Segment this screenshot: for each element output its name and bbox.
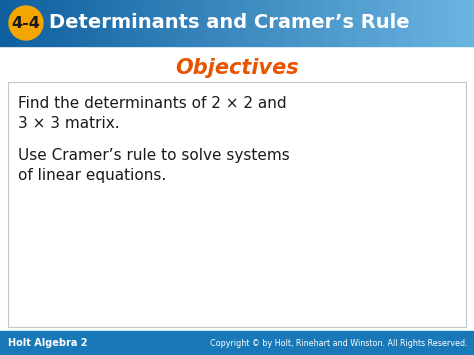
Bar (435, 0, 442, 46)
Text: Determinants and Cramer’s Rule: Determinants and Cramer’s Rule (49, 13, 410, 33)
Bar (0, 331, 474, 355)
Bar (403, 0, 411, 46)
Text: 3 × 3 matrix.: 3 × 3 matrix. (18, 116, 119, 131)
Bar (395, 0, 403, 46)
Bar (0, 46, 474, 331)
Bar (284, 0, 292, 46)
Bar (55, 0, 63, 46)
Bar (245, 0, 253, 46)
Text: Use Cramer’s rule to solve systems: Use Cramer’s rule to solve systems (18, 148, 290, 163)
Bar (450, 0, 458, 46)
Bar (411, 0, 419, 46)
Bar (276, 0, 284, 46)
Circle shape (9, 6, 43, 40)
Bar (427, 0, 435, 46)
FancyBboxPatch shape (8, 82, 466, 327)
Bar (16, 0, 24, 46)
Bar (253, 0, 261, 46)
Bar (174, 0, 182, 46)
Bar (237, 0, 245, 46)
Bar (103, 0, 110, 46)
Bar (47, 0, 55, 46)
Bar (71, 0, 79, 46)
Text: of linear equations.: of linear equations. (18, 168, 166, 183)
Bar (95, 0, 103, 46)
Bar (387, 0, 395, 46)
Text: Find the determinants of 2 × 2 and: Find the determinants of 2 × 2 and (18, 96, 287, 111)
Bar (24, 0, 32, 46)
Bar (379, 0, 387, 46)
Bar (269, 0, 276, 46)
Bar (0, 0, 8, 46)
Bar (340, 0, 347, 46)
Bar (442, 0, 450, 46)
Bar (32, 0, 39, 46)
Bar (347, 0, 356, 46)
Bar (229, 0, 237, 46)
Bar (150, 0, 158, 46)
Bar (190, 0, 198, 46)
Text: Copyright © by Holt, Rinehart and Winston. All Rights Reserved.: Copyright © by Holt, Rinehart and Winsto… (210, 339, 468, 348)
Bar (213, 0, 221, 46)
Bar (87, 0, 95, 46)
Bar (308, 0, 316, 46)
Bar (134, 0, 142, 46)
Bar (110, 0, 118, 46)
Bar (221, 0, 229, 46)
Bar (371, 0, 379, 46)
Bar (364, 0, 371, 46)
Bar (198, 0, 205, 46)
Bar (261, 0, 269, 46)
Bar (63, 0, 71, 46)
Bar (419, 0, 427, 46)
Bar (292, 0, 300, 46)
Bar (316, 0, 324, 46)
Text: Objectives: Objectives (175, 58, 299, 78)
Bar (79, 0, 87, 46)
Bar (458, 0, 466, 46)
Text: Holt Algebra 2: Holt Algebra 2 (8, 338, 88, 348)
Bar (118, 0, 127, 46)
Bar (142, 0, 150, 46)
Bar (300, 0, 308, 46)
Bar (324, 0, 332, 46)
Text: 4-4: 4-4 (11, 16, 40, 31)
Bar (332, 0, 340, 46)
Bar (127, 0, 134, 46)
Bar (356, 0, 364, 46)
Bar (158, 0, 166, 46)
Bar (466, 0, 474, 46)
Bar (166, 0, 174, 46)
Bar (39, 0, 47, 46)
Bar (182, 0, 190, 46)
Bar (205, 0, 213, 46)
Bar (8, 0, 16, 46)
